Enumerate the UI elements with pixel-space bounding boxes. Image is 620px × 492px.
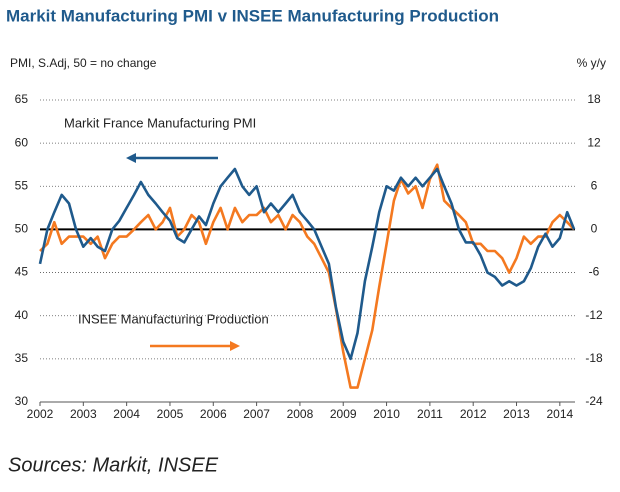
series-line xyxy=(38,167,576,361)
chart-title: Markit Manufacturing PMI v INSEE Manufac… xyxy=(6,6,499,25)
y2-axis-label: % y/y xyxy=(577,56,606,70)
x-tick-label: 2006 xyxy=(200,407,227,421)
x-tick-label: 2014 xyxy=(546,407,573,421)
y2-tick-label: 12 xyxy=(587,135,601,149)
y2-tick-label: 18 xyxy=(587,92,601,106)
x-tick-label: 2004 xyxy=(113,407,140,421)
y-tick-label: 35 xyxy=(15,351,29,365)
y2-tick-label: -12 xyxy=(585,308,603,322)
y-tick-label: 30 xyxy=(15,394,29,408)
x-tick-label: 2012 xyxy=(460,407,487,421)
annotation: Markit France Manufacturing PMI xyxy=(64,115,256,130)
y2-tick-label: -6 xyxy=(589,265,600,279)
y2-tick-label: -18 xyxy=(585,351,603,365)
x-tick-label: 2005 xyxy=(157,407,184,421)
y2-tick-label: -24 xyxy=(585,394,603,408)
x-tick-label: 2008 xyxy=(287,407,314,421)
y2-tick-label: 0 xyxy=(591,222,598,236)
y2-tick-label: 6 xyxy=(591,178,598,192)
series-line xyxy=(39,163,576,389)
y-tick-label: 50 xyxy=(15,222,29,236)
x-tick-label: 2009 xyxy=(330,407,357,421)
x-tick-label: 2010 xyxy=(373,407,400,421)
y-tick-label: 60 xyxy=(15,135,29,149)
arrow xyxy=(150,341,240,351)
y-axis-label: PMI, S.Adj, 50 = no change xyxy=(10,56,157,70)
y-tick-label: 40 xyxy=(15,308,29,322)
x-tick-label: 2007 xyxy=(243,407,270,421)
x-tick-label: 2013 xyxy=(503,407,530,421)
x-tick-label: 2011 xyxy=(417,407,443,421)
x-tick-label: 2002 xyxy=(27,407,54,421)
y-tick-label: 55 xyxy=(15,178,29,192)
source: Sources: Markit, INSEE xyxy=(8,454,219,476)
y-tick-label: 45 xyxy=(15,265,29,279)
arrow xyxy=(126,153,218,163)
y-tick-label: 65 xyxy=(15,92,29,106)
annotation: INSEE Manufacturing Production xyxy=(78,311,269,326)
x-tick-label: 2003 xyxy=(70,407,97,421)
